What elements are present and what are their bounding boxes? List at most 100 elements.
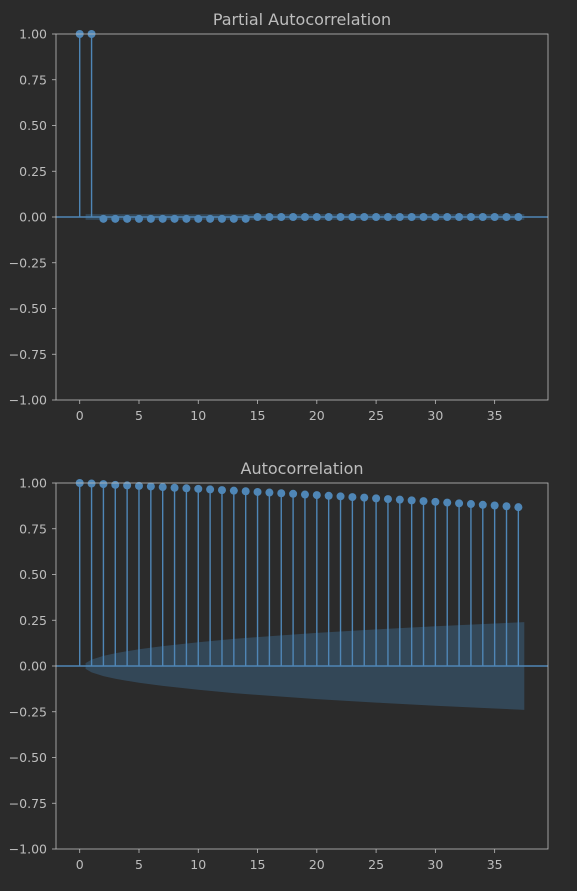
pacf-marker-16 (265, 213, 274, 221)
acf-marker-14 (241, 487, 250, 496)
acf-xtick-label: 30 (427, 857, 443, 872)
pacf-ytick-label: 0.25 (19, 164, 47, 179)
pacf-marker-14 (241, 214, 250, 223)
pacf-xtick-label: 5 (135, 408, 143, 423)
pacf-xtick-label: 10 (190, 408, 206, 423)
pacf-marker-9 (182, 214, 191, 223)
acf-marker-19 (300, 490, 309, 499)
pacf-marker-7 (158, 214, 167, 223)
pacf-marker-36 (502, 213, 511, 221)
acf-marker-12 (217, 486, 226, 495)
pacf-ytick-label: 0.00 (19, 210, 47, 225)
pacf-marker-32 (455, 213, 464, 221)
acf-xtick-label: 5 (135, 857, 143, 872)
pacf-marker-19 (300, 213, 309, 221)
pacf-marker-20 (312, 213, 321, 221)
pacf-marker-15 (253, 213, 262, 221)
acf-ytick-label: 0.75 (19, 521, 47, 536)
acf-plot: −1.00 −0.75 −0.50 −0.25 0.00 0.25 0.50 0.75 1.00… (9, 459, 549, 872)
acf-marker-24 (360, 493, 369, 502)
acf-ytick-label: −1.00 (9, 842, 47, 857)
acf-marker-36 (502, 502, 511, 511)
pacf-marker-13 (229, 214, 238, 223)
acf-xtick-label: 0 (76, 857, 84, 872)
acf-marker-10 (194, 484, 203, 493)
pacf-marker-21 (324, 213, 333, 221)
acf-marker-25 (372, 494, 381, 503)
pacf-marker-3 (111, 214, 120, 223)
acf-marker-2 (99, 480, 108, 489)
pacf-xtick-label: 20 (309, 408, 325, 423)
pacf-marker-25 (372, 213, 381, 221)
acf-marker-27 (395, 495, 404, 504)
pacf-marker-31 (443, 213, 452, 221)
pacf-marker-22 (336, 213, 345, 221)
acf-xtick-label: 10 (190, 857, 206, 872)
pacf-marker-29 (419, 213, 428, 221)
acf-xtick-label: 35 (487, 857, 503, 872)
pacf-marker-24 (360, 213, 369, 221)
pacf-marker-33 (466, 213, 475, 221)
acf-ytick-label: 0.25 (19, 613, 47, 628)
pacf-xtick-label: 0 (76, 408, 84, 423)
pacf-ytick-label: −0.50 (9, 301, 47, 316)
pacf-marker-10 (194, 214, 203, 223)
pacf-marker-6 (146, 214, 155, 223)
acf-marker-30 (431, 497, 440, 506)
acf-marker-3 (111, 480, 120, 489)
acf-xtick-label: 15 (250, 857, 266, 872)
acf-xtick-label: 20 (309, 857, 325, 872)
acf-ytick-label: −0.25 (9, 704, 47, 719)
acf-title: Autocorrelation (241, 459, 364, 478)
acf-marker-23 (348, 493, 357, 502)
acf-marker-35 (490, 501, 499, 510)
acf-marker-33 (466, 500, 475, 509)
pacf-marker-26 (383, 213, 392, 221)
acf-marker-4 (123, 481, 132, 490)
pacf-xtick-label: 15 (250, 408, 266, 423)
acf-marker-37 (514, 503, 523, 512)
acf-marker-17 (277, 489, 286, 498)
pacf-marker-5 (134, 214, 143, 223)
pacf-marker-35 (490, 213, 499, 221)
acf-xtick-label: 25 (368, 857, 384, 872)
acf-marker-1 (87, 479, 96, 488)
pacf-ytick-label: 1.00 (19, 27, 47, 42)
acf-marker-31 (443, 498, 452, 507)
pacf-marker-12 (217, 214, 226, 223)
acf-marker-34 (478, 500, 487, 509)
pacf-ytick-label: −0.75 (9, 347, 47, 362)
pacf-marker-28 (407, 213, 416, 221)
pacf-title: Partial Autocorrelation (213, 10, 391, 29)
pacf-xtick-label: 30 (427, 408, 443, 423)
acf-marker-11 (206, 485, 215, 494)
acf-marker-16 (265, 488, 274, 497)
pacf-marker-34 (478, 213, 487, 221)
pacf-marker-27 (395, 213, 404, 221)
acf-marker-7 (158, 483, 167, 492)
pacf-xtick-label: 35 (487, 408, 503, 423)
acf-marker-13 (229, 486, 238, 495)
pacf-marker-18 (289, 213, 298, 221)
pacf-plot: −1.00 −0.75 −0.50 −0.25 0.00 0.25 0.50 0.75 1.00… (9, 10, 549, 423)
acf-marker-5 (134, 481, 143, 490)
acf-ytick-label: −0.75 (9, 796, 47, 811)
acf-marker-18 (289, 489, 298, 498)
pacf-marker-30 (431, 213, 440, 221)
pacf-ytick-label: 0.50 (19, 118, 47, 133)
acf-ytick-label: −0.50 (9, 750, 47, 765)
acf-ytick-label: 0.00 (19, 659, 47, 674)
pacf-ytick-label: 0.75 (19, 72, 47, 87)
acf-marker-15 (253, 487, 262, 496)
pacf-marker-2 (99, 214, 108, 223)
pacf-marker-8 (170, 214, 179, 223)
acf-marker-21 (324, 491, 333, 500)
pacf-ytick-label: −1.00 (9, 393, 47, 408)
acf-marker-22 (336, 492, 345, 501)
pacf-marker-23 (348, 213, 357, 221)
acf-marker-29 (419, 497, 428, 506)
pacf-marker-11 (206, 214, 215, 223)
pacf-xtick-label: 25 (368, 408, 384, 423)
pacf-marker-17 (277, 213, 286, 221)
